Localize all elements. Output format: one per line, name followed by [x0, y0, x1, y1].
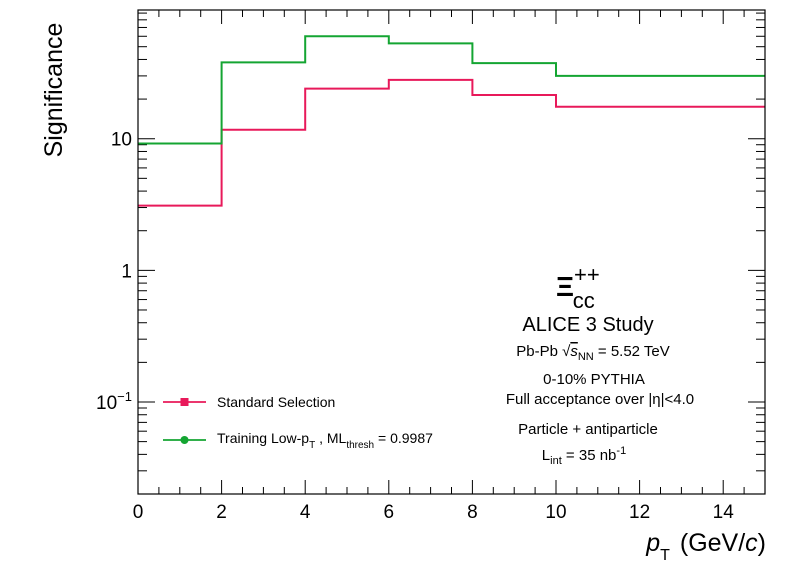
y-tick-label: 10−1	[96, 389, 132, 414]
tick-labels: 0 2 4 6 8 10 12 14 10−1 1 10	[96, 130, 734, 523]
x-tick-label: 10	[545, 502, 566, 523]
series-line-1	[138, 35, 765, 145]
x-tick-label: 12	[629, 502, 650, 523]
legend-marker-square	[180, 398, 189, 406]
x-tick-label: 14	[713, 502, 735, 523]
x-tick-label: 0	[133, 502, 144, 523]
legend-entry-standard: Standard Selection	[163, 394, 335, 410]
y-tick-label: 1	[121, 261, 132, 282]
study-label: ALICE 3 Study	[522, 314, 653, 336]
plot-frame	[137, 9, 766, 495]
particle-label: Ξ++ cc	[556, 262, 600, 313]
y-axis-title: Significance	[40, 23, 68, 158]
legend: Standard Selection Training Low-pT , MLt…	[163, 394, 433, 451]
legend-marker-circle	[180, 436, 189, 444]
series-layer	[138, 35, 765, 207]
legend-label-standard: Standard Selection	[217, 394, 335, 410]
particles-label: Particle + antiparticle	[518, 421, 658, 438]
x-tick-label: 6	[384, 502, 395, 523]
y-tick-label: 10	[111, 130, 132, 151]
lumi-label: Lint = 35 nb-1	[542, 445, 626, 467]
x-tick-label: 8	[467, 502, 478, 523]
legend-entry-training: Training Low-pT , MLthresh = 0.9987	[163, 430, 433, 451]
acceptance-label: Full acceptance over |η|<4.0	[506, 391, 694, 408]
legend-label-training: Training Low-pT , MLthresh = 0.9987	[217, 430, 433, 451]
centrality-label: 0-10% PYTHIA	[543, 371, 645, 388]
system-label: Pb-Pb √sNN = 5.52 TeV	[516, 343, 670, 363]
x-tick-label: 4	[300, 502, 311, 523]
x-tick-label: 2	[216, 502, 227, 523]
annotation-block: Ξ++ cc ALICE 3 Study Pb-Pb √sNN = 5.52 Te…	[506, 262, 694, 467]
x-axis-title: pT (GeV/c)	[645, 529, 766, 564]
